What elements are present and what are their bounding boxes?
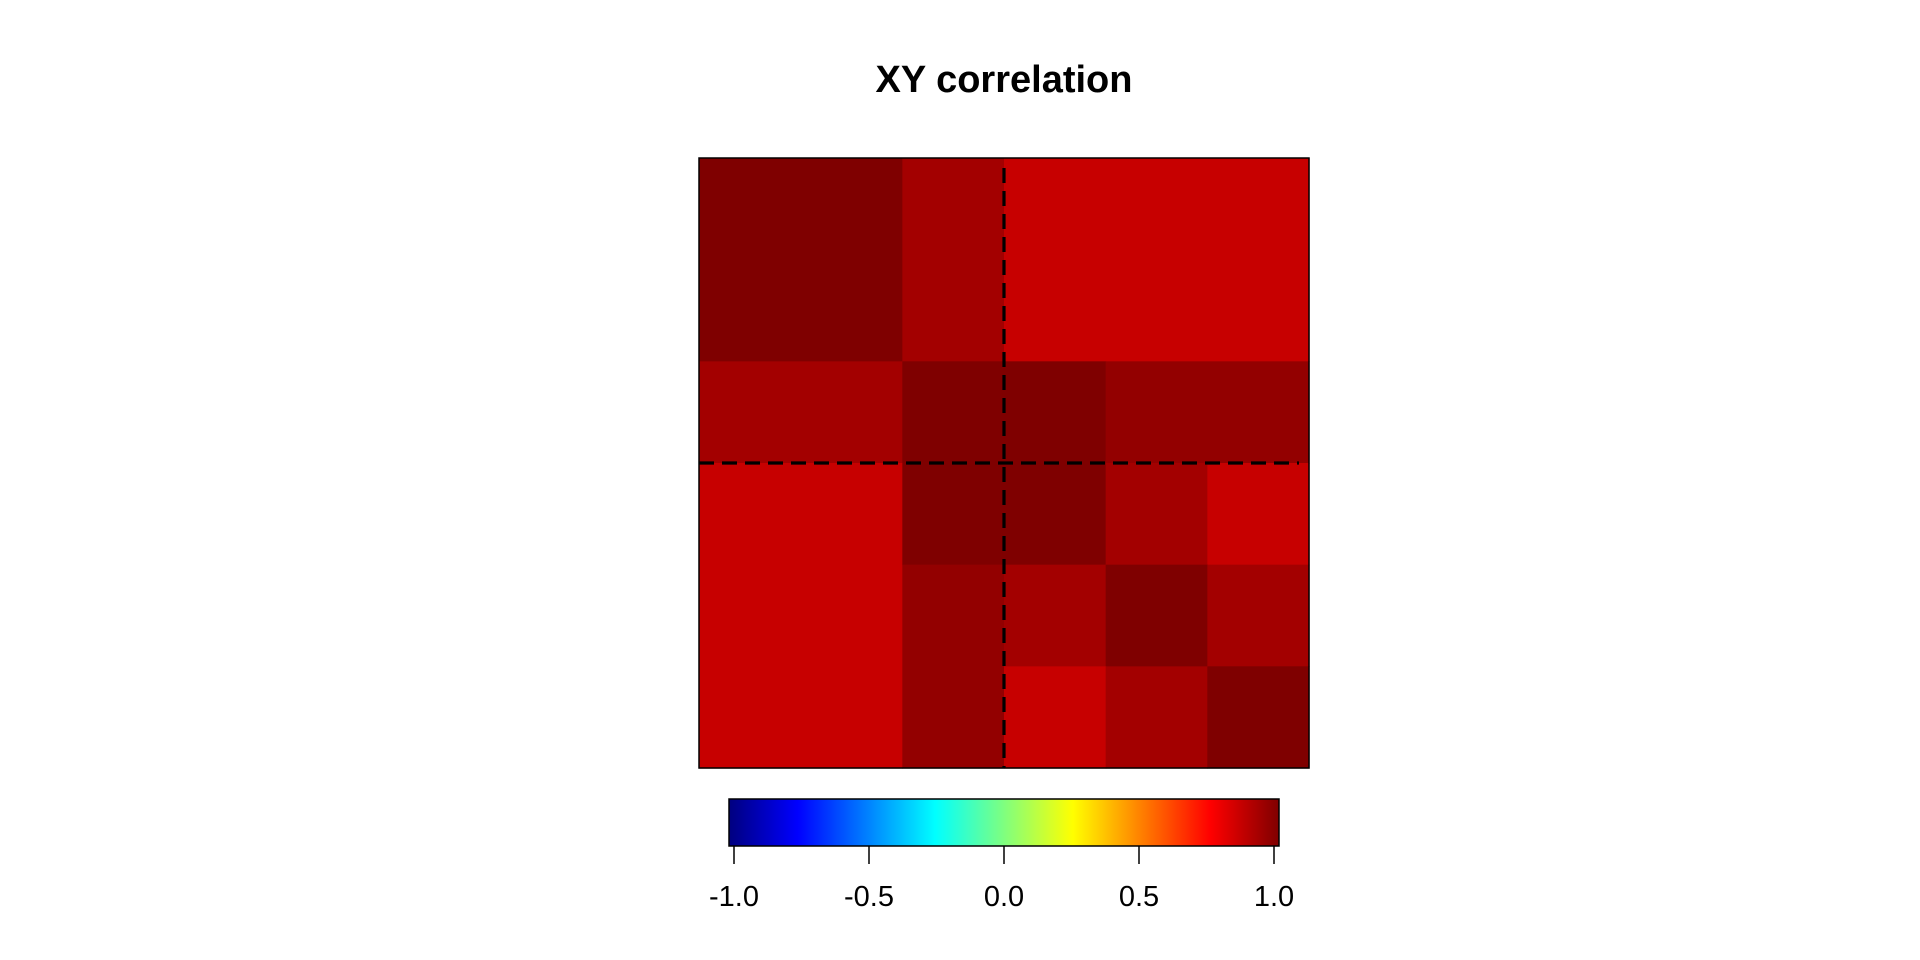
- heatmap-cell-11: [1207, 463, 1310, 566]
- heatmap-cell-3: [699, 361, 903, 464]
- heatmap-cell-18: [1207, 666, 1310, 769]
- heatmap-cell-2: [1004, 158, 1310, 362]
- colorbar-tick-label-0: -1.0: [709, 881, 759, 913]
- heatmap-cell-7: [699, 463, 903, 769]
- chart-title: XY correlation: [876, 59, 1133, 101]
- colorbar-tick-label-1: -0.5: [844, 881, 894, 913]
- heatmap-cell-13: [1004, 564, 1107, 667]
- heatmap-cell-15: [1207, 564, 1310, 667]
- heatmap-cell-5: [1004, 361, 1107, 464]
- heatmap-cell-4: [902, 361, 1005, 464]
- heatmap-cell-0: [699, 158, 903, 362]
- heatmap-cell-16: [1004, 666, 1107, 769]
- colorbar-axis: -1.0 -0.5 0.0 0.5 1.0: [709, 846, 1294, 913]
- heatmap-cell-12: [902, 564, 1005, 769]
- colorbar-tick-label-4: 1.0: [1254, 881, 1294, 913]
- colorbar-tick-label-2: 0.0: [984, 881, 1024, 913]
- heatmap-cell-14: [1105, 564, 1208, 667]
- heatmap-cell-8: [902, 463, 1005, 566]
- heatmap-cell-1: [902, 158, 1005, 362]
- heatmap-cells: [699, 158, 1310, 769]
- heatmap-cell-6: [1105, 361, 1310, 464]
- colorbar-tick-label-3: 0.5: [1119, 881, 1159, 913]
- colorbar: [728, 798, 1280, 847]
- heatmap-cell-10: [1105, 463, 1208, 566]
- heatmap-cell-17: [1105, 666, 1208, 769]
- heatmap-cell-9: [1004, 463, 1107, 566]
